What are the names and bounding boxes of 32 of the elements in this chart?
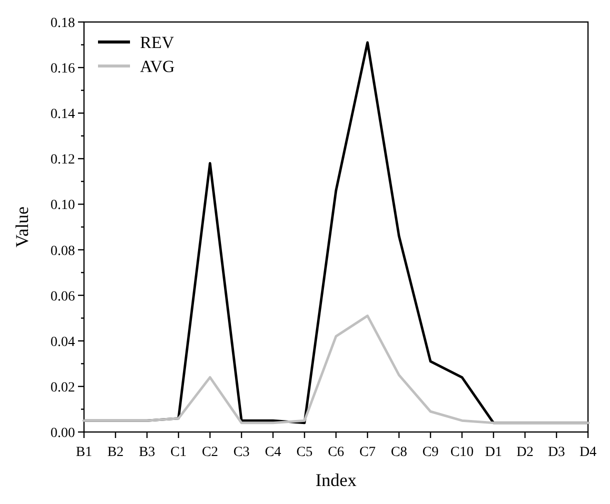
x-tick-label: C10 [450,445,474,460]
x-tick-label: C6 [328,445,344,460]
x-axis-title: Index [316,470,356,490]
line-series [82,314,590,424]
legend-label: REV [140,33,175,52]
x-tick-label: C2 [202,445,218,460]
x-tick-label: D2 [516,445,534,460]
x-tick-label: B2 [107,445,124,460]
x-tick-label: C8 [390,445,408,460]
y-tick-label: 0.18 [50,16,75,31]
legend-label: AVG [140,57,175,76]
x-tick-label: C1 [170,445,187,460]
x-tick-label: B3 [138,445,156,460]
x-tick-label: C5 [296,445,313,460]
x-tick-label: B1 [76,445,92,460]
y-tick-label: 0.02 [50,380,75,396]
y-tick-label: 0.06 [50,289,75,304]
y-tick-label: 0.12 [50,152,75,168]
x-tick-label: D1 [484,445,502,460]
x-tick-label: D4 [579,445,597,460]
x-tick-label: D3 [548,445,566,460]
y-tick-label: 0.10 [50,198,75,214]
y-tick-label: 0.16 [50,62,75,77]
y-tick-label: 0.00 [50,426,75,441]
x-tick-label: C7 [359,445,376,460]
y-tick-label: 0.14 [50,107,75,122]
x-tick-label: C4 [264,445,282,460]
y-tick-label: 0.08 [50,244,75,259]
x-tick-label: C3 [233,445,250,460]
y-axis-title: Value [12,206,32,248]
x-tick-label: C9 [422,445,439,460]
y-tick-label: 0.04 [50,334,75,350]
